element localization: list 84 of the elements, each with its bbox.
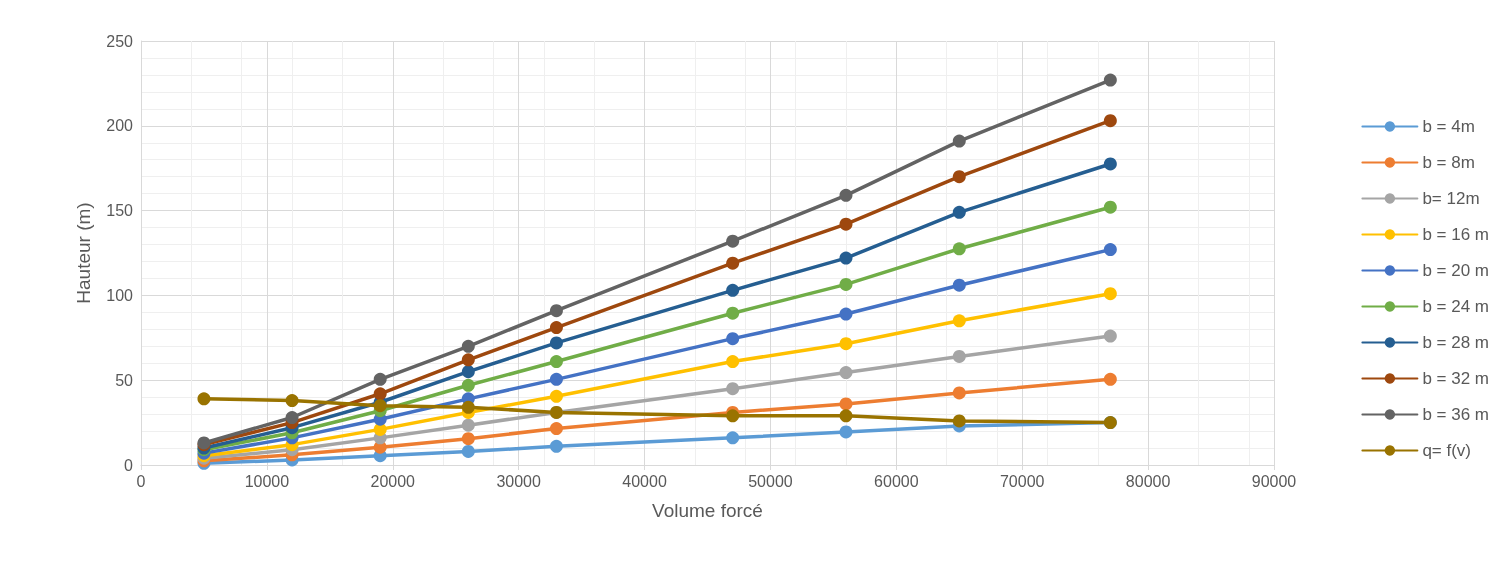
- point: [1103, 157, 1117, 171]
- x-tick-label: 0: [136, 472, 146, 490]
- y-tick-label: 100: [106, 286, 134, 304]
- point: [839, 425, 853, 439]
- point: [726, 332, 740, 346]
- point: [461, 353, 475, 367]
- point: [839, 409, 853, 423]
- x-tick-label: 50000: [748, 472, 793, 490]
- point: [461, 444, 475, 458]
- point: [839, 337, 853, 351]
- point: [549, 389, 563, 403]
- point: [952, 278, 966, 292]
- legend-label: q= f(v): [1422, 441, 1472, 460]
- point: [461, 432, 475, 446]
- point: [373, 372, 387, 386]
- point: [1103, 114, 1117, 128]
- point: [726, 306, 740, 320]
- point: [952, 242, 966, 256]
- legend-label: b = 32 m: [1422, 369, 1489, 388]
- point: [952, 314, 966, 328]
- point: [839, 397, 853, 411]
- legend-label: b = 36 m: [1422, 405, 1489, 424]
- y-tick-label: 0: [124, 456, 134, 474]
- point: [461, 400, 475, 414]
- x-tick-label: 20000: [370, 472, 416, 490]
- legend-label: b = 28 m: [1422, 333, 1489, 352]
- point: [1103, 243, 1117, 257]
- point: [549, 439, 563, 453]
- point: [549, 422, 563, 436]
- x-tick-label: 90000: [1251, 472, 1297, 490]
- y-tick-label: 50: [115, 371, 134, 389]
- point: [952, 134, 966, 148]
- point: [726, 409, 740, 423]
- x-tick-label: 30000: [496, 472, 542, 490]
- point: [952, 386, 966, 400]
- point: [549, 304, 563, 318]
- point: [285, 394, 299, 408]
- y-tick-label: 150: [106, 202, 134, 220]
- point: [549, 321, 563, 335]
- point: [839, 366, 853, 380]
- x-tick-label: 60000: [874, 472, 919, 490]
- point: [1103, 287, 1117, 301]
- x-axis-title: Volume forcé: [652, 500, 763, 521]
- point: [839, 217, 853, 231]
- point: [461, 378, 475, 392]
- point: [952, 349, 966, 363]
- point: [461, 339, 475, 353]
- point: [952, 414, 966, 428]
- point: [1103, 329, 1117, 343]
- point: [285, 411, 299, 425]
- point: [839, 307, 853, 321]
- x-tick-label: 10000: [244, 472, 290, 490]
- legend-label: b = 24 m: [1422, 297, 1489, 316]
- point: [461, 365, 475, 379]
- point: [952, 170, 966, 184]
- point: [726, 431, 740, 445]
- y-axis-title: Hauteur (m): [73, 202, 94, 304]
- point: [549, 372, 563, 386]
- legend-label: b = 16 m: [1422, 225, 1489, 244]
- x-tick-label: 40000: [622, 472, 667, 490]
- point: [839, 251, 853, 265]
- point: [952, 205, 966, 219]
- point: [197, 392, 211, 406]
- point: [1103, 73, 1117, 87]
- point: [1103, 372, 1117, 386]
- point: [726, 256, 740, 270]
- point: [549, 355, 563, 369]
- legend-label: b = 4m: [1422, 117, 1475, 136]
- x-tick-label: 70000: [999, 472, 1045, 490]
- point: [726, 283, 740, 297]
- point: [839, 188, 853, 202]
- point: [1103, 200, 1117, 214]
- point: [726, 234, 740, 248]
- y-tick-label: 200: [106, 117, 134, 135]
- legend-label: b = 20 m: [1422, 261, 1489, 280]
- legend-label: b= 12m: [1422, 189, 1480, 208]
- point: [726, 355, 740, 369]
- legend-label: b = 8m: [1422, 153, 1475, 172]
- point: [549, 336, 563, 350]
- point: [839, 277, 853, 291]
- x-tick-label: 80000: [1125, 472, 1171, 490]
- y-tick-label: 250: [106, 32, 134, 50]
- point: [461, 418, 475, 432]
- point: [726, 382, 740, 396]
